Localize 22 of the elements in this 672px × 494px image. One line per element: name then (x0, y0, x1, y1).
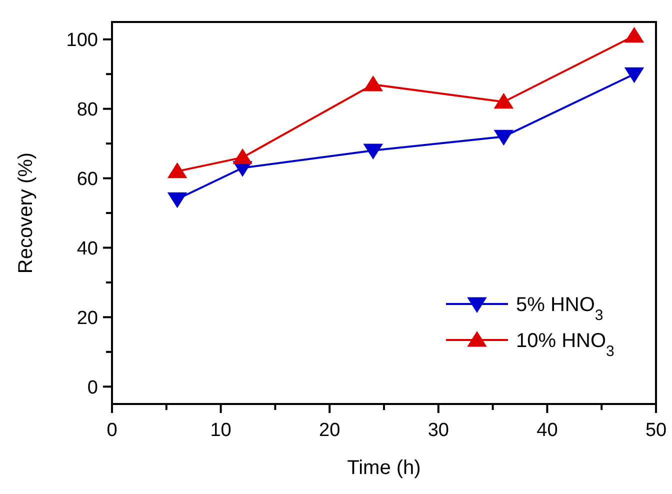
point (494, 92, 514, 109)
x-tick-label: 50 (645, 420, 667, 441)
y-tick-label: 20 (76, 308, 98, 329)
y-tick-label: 100 (66, 30, 98, 52)
point (167, 192, 188, 208)
x-tick-label: 20 (319, 420, 340, 441)
x-tick-label: 30 (428, 420, 449, 441)
y-axis-title: Recovery (%) (15, 152, 37, 274)
x-tick-label: 0 (106, 420, 118, 441)
legend-label: 10% HNO$_{3}$ (516, 330, 614, 360)
x-tick-label: 10 (210, 420, 232, 441)
legend-label: 5% HNO$_{3}$ (516, 294, 604, 324)
point (363, 144, 384, 160)
point (624, 26, 644, 43)
y-tick-label: 60 (76, 168, 98, 190)
y-tick-label: 0 (87, 377, 98, 398)
point (494, 130, 514, 146)
x-axis-title: Time (h) (347, 457, 421, 479)
point (363, 76, 384, 92)
y-tick-label: 80 (76, 99, 98, 120)
x-tick-label: 40 (536, 420, 558, 441)
y-tick-label: 40 (76, 238, 98, 260)
